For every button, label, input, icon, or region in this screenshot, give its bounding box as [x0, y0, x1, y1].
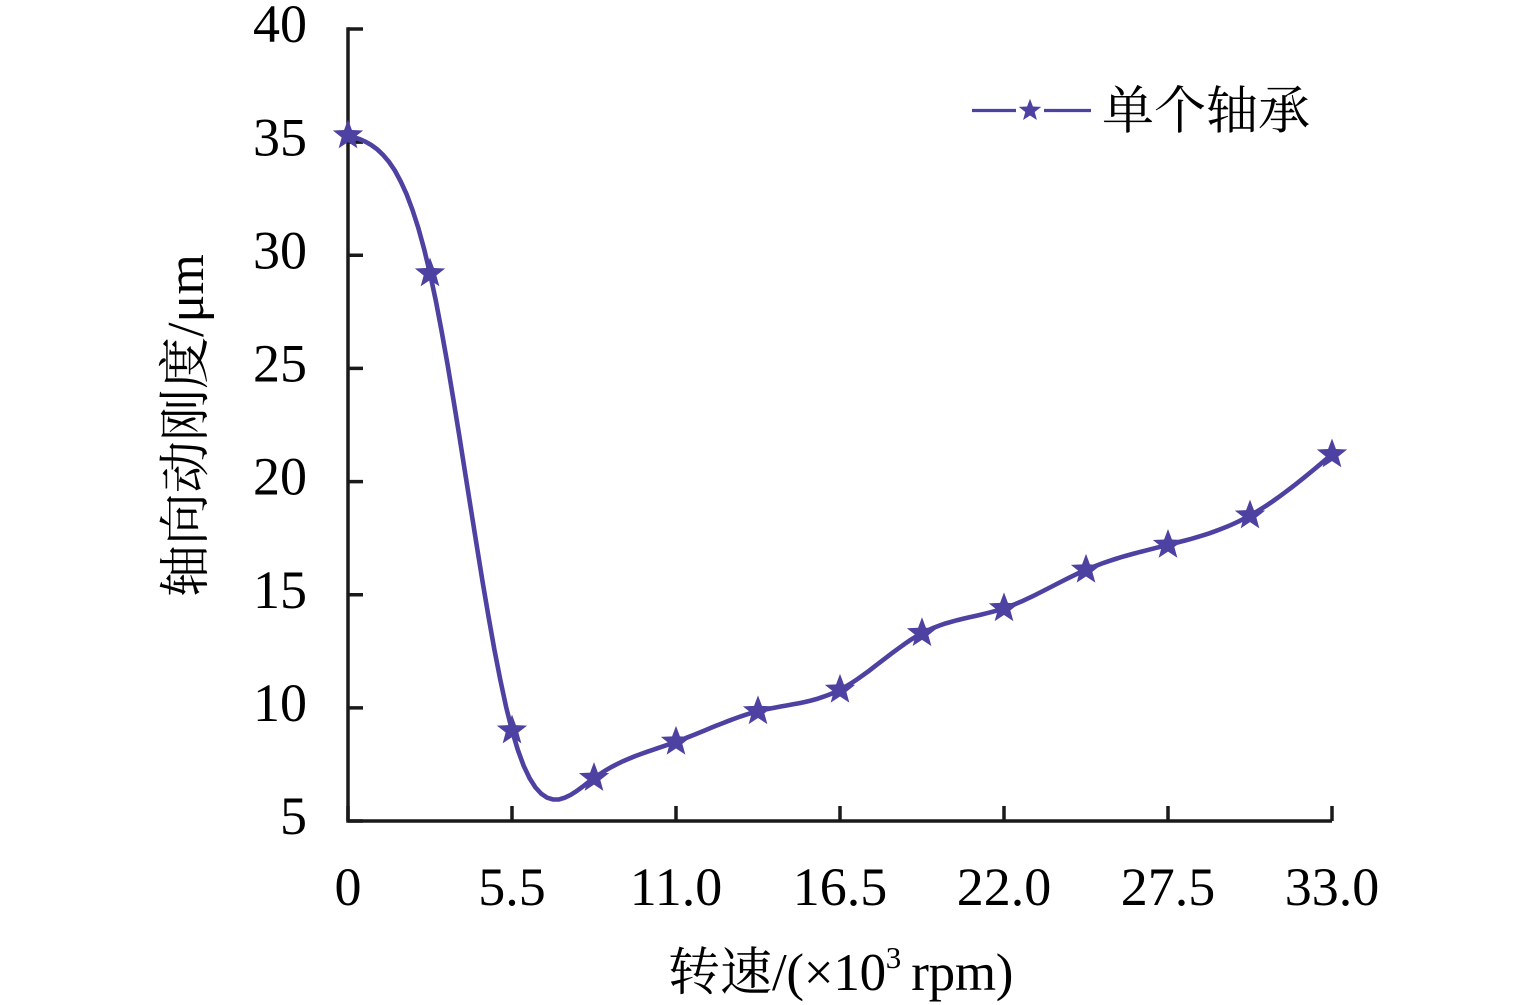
svg-text:16.5: 16.5	[793, 857, 888, 917]
svg-text:33.0: 33.0	[1285, 857, 1380, 917]
svg-text:30: 30	[253, 220, 307, 280]
svg-text:40: 40	[253, 0, 307, 54]
svg-text:11.0: 11.0	[630, 857, 723, 917]
svg-text:10: 10	[253, 673, 307, 733]
svg-text:22.0: 22.0	[957, 857, 1052, 917]
svg-text:25: 25	[253, 334, 307, 394]
svg-text:5.5: 5.5	[478, 857, 546, 917]
svg-text:5: 5	[280, 786, 307, 846]
svg-text:27.5: 27.5	[1121, 857, 1216, 917]
svg-text:35: 35	[253, 107, 307, 167]
svg-text:15: 15	[253, 560, 307, 620]
svg-text:/μm: /μm	[158, 254, 215, 337]
svg-text:0: 0	[335, 857, 362, 917]
svg-text:20: 20	[253, 447, 307, 507]
